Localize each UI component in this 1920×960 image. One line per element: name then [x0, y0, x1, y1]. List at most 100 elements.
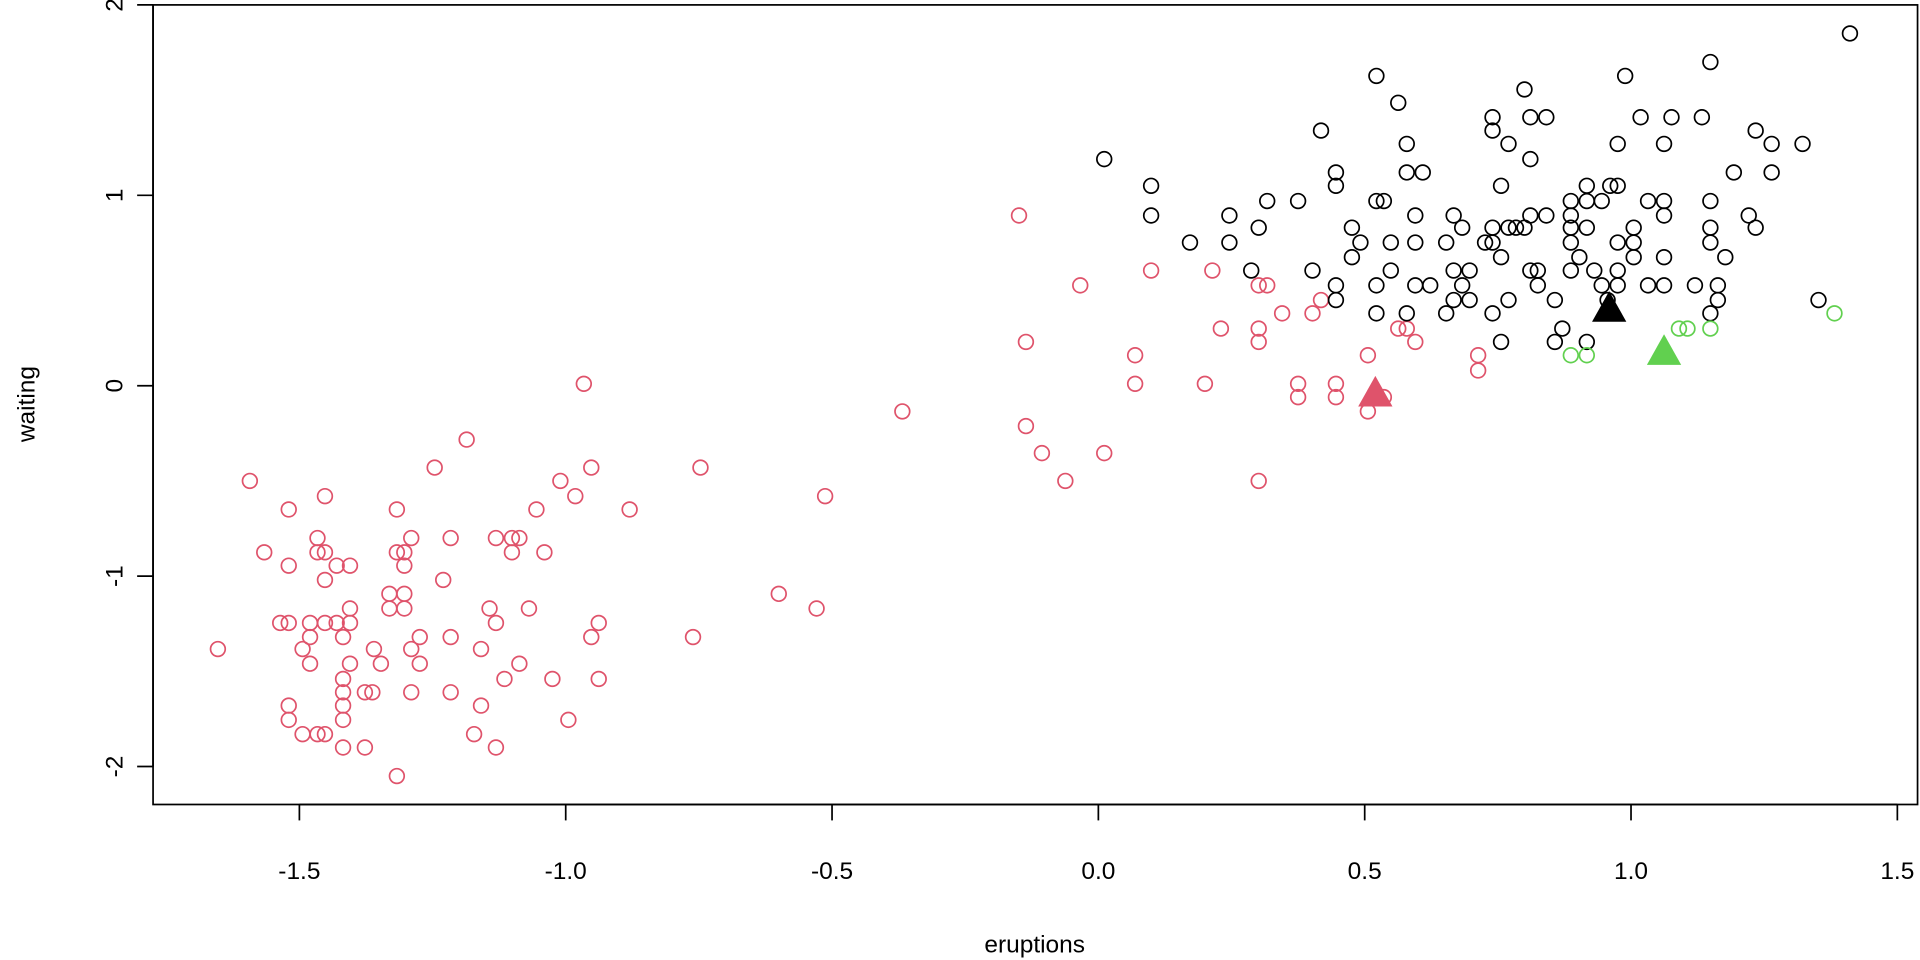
- data-point-cluster-1: [511, 529, 528, 547]
- data-point-cluster-2: [1382, 234, 1399, 251]
- data-point-cluster-2: [1554, 320, 1571, 337]
- data-point-cluster-2: [1655, 248, 1673, 266]
- data-point-cluster-2: [1368, 305, 1385, 322]
- data-point-cluster-2: [1538, 207, 1555, 224]
- data-point-cluster-1: [520, 600, 538, 617]
- data-point-cluster-2: [1181, 234, 1199, 251]
- data-point-cluster-1: [280, 697, 297, 714]
- data-point-cluster-1: [341, 614, 359, 632]
- data-point-cluster-2: [1562, 207, 1580, 224]
- data-point-cluster-1: [294, 640, 311, 658]
- data-point-cluster-2: [1500, 291, 1517, 309]
- data-point-cluster-1: [396, 544, 413, 561]
- data-point-cluster-2: [1639, 192, 1657, 210]
- data-point-cluster-2: [1445, 262, 1462, 279]
- data-point-cluster-1: [280, 557, 297, 574]
- data-point-cluster-1: [442, 628, 459, 646]
- data-point-cluster-1: [1212, 320, 1230, 337]
- data-point-cluster-2: [1453, 219, 1471, 236]
- y-tick-label: -2: [101, 756, 128, 778]
- data-point-cluster-2: [1655, 192, 1673, 210]
- x-axis: -1.5 -1.0 -0.5 0.0 0.5 1.0 1.5: [278, 803, 1914, 885]
- data-point-cluster-2: [1562, 262, 1580, 279]
- data-point-cluster-1: [316, 571, 334, 589]
- data-point-cluster-2: [1343, 219, 1361, 236]
- data-point-cluster-2: [1096, 150, 1113, 168]
- data-point-cluster-1: [560, 711, 577, 729]
- data-point-cluster-2: [1522, 150, 1539, 168]
- data-point-cluster-1: [1250, 320, 1267, 337]
- data-point-cluster-1: [328, 614, 345, 632]
- centroid-triangle-cluster-2: [1592, 291, 1627, 322]
- data-point-cluster-2: [1686, 277, 1704, 294]
- data-point-cluster-1: [487, 529, 505, 547]
- data-point-cluster-1: [575, 375, 593, 393]
- data-point-cluster-2: [1639, 277, 1657, 294]
- data-point-cluster-1: [770, 585, 787, 603]
- data-point-cluster-1: [309, 725, 326, 743]
- data-point-cluster-2: [1492, 177, 1510, 194]
- data-point-cluster-1: [403, 684, 420, 701]
- data-point-cluster-1: [356, 739, 374, 756]
- data-point-cluster-2: [1578, 192, 1596, 210]
- data-point-cluster-2: [1562, 234, 1580, 251]
- data-point-cluster-2: [1492, 248, 1510, 266]
- data-point-cluster-1: [1359, 347, 1377, 364]
- data-points: [209, 25, 1859, 785]
- data-point-cluster-2: [1586, 262, 1603, 279]
- data-point-cluster-1: [403, 640, 420, 658]
- data-point-cluster-1: [465, 725, 483, 743]
- data-point-cluster-2: [1382, 262, 1399, 279]
- data-point-cluster-1: [1126, 375, 1144, 393]
- data-point-cluster-2: [1593, 277, 1610, 294]
- centroid-triangle-cluster-1: [1358, 375, 1393, 407]
- data-point-cluster-2: [1343, 248, 1361, 266]
- data-point-cluster-1: [1033, 444, 1051, 462]
- data-point-cluster-2: [1352, 234, 1369, 251]
- data-point-cluster-1: [316, 544, 334, 561]
- data-point-cluster-2: [1407, 207, 1424, 224]
- data-point-cluster-1: [341, 557, 359, 574]
- data-point-cluster-1: [334, 711, 352, 729]
- data-point-cluster-2: [1747, 122, 1764, 139]
- data-point-cluster-2: [1312, 122, 1330, 139]
- data-point-cluster-1: [1469, 362, 1487, 379]
- data-point-cluster-2: [1243, 262, 1260, 279]
- data-point-cluster-2: [1709, 277, 1727, 294]
- data-point-cluster-1: [1096, 444, 1113, 462]
- data-point-cluster-1: [536, 544, 553, 561]
- y-tick-label: -1: [101, 565, 128, 587]
- data-point-cluster-1: [621, 501, 638, 518]
- data-point-cluster-2: [1142, 207, 1160, 224]
- data-point-cluster-1: [334, 628, 352, 646]
- data-point-cluster-1: [1250, 472, 1267, 490]
- data-point-cluster-1: [1327, 388, 1345, 406]
- data-point-cluster-1: [458, 431, 475, 448]
- data-point-cluster-2: [1655, 207, 1673, 224]
- data-point-cluster-1: [1390, 320, 1407, 337]
- data-point-cluster-2: [1461, 291, 1478, 309]
- data-point-cluster-2: [1484, 109, 1501, 126]
- data-point-cluster-1: [426, 459, 443, 476]
- data-point-cluster-2: [1763, 135, 1780, 153]
- data-point-cluster-1: [256, 544, 273, 561]
- data-point-cluster-1: [356, 684, 374, 701]
- data-point-cluster-1: [1057, 472, 1074, 490]
- data-point-cluster-1: [1259, 277, 1276, 294]
- data-point-cluster-1: [334, 684, 352, 701]
- x-tick-label: -1.0: [545, 858, 587, 885]
- data-point-cluster-1: [496, 670, 513, 688]
- data-point-cluster-2: [1702, 234, 1719, 251]
- data-point-cluster-1: [567, 487, 584, 505]
- data-point-cluster-1: [1204, 262, 1221, 279]
- data-point-cluster-2: [1437, 234, 1455, 251]
- x-tick-label: -0.5: [811, 858, 853, 885]
- data-point-cluster-1: [341, 655, 359, 672]
- data-point-cluster-1: [503, 544, 521, 561]
- data-point-cluster-2: [1500, 135, 1517, 153]
- data-point-cluster-2: [1663, 109, 1680, 126]
- data-point-cluster-1: [487, 739, 505, 756]
- data-point-cluster-1: [511, 655, 528, 672]
- data-point-cluster-1: [381, 585, 398, 603]
